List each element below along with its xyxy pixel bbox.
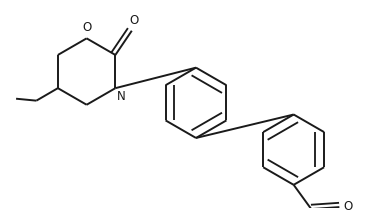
Text: O: O [129,14,138,27]
Text: O: O [343,200,352,213]
Text: O: O [82,22,91,35]
Text: N: N [117,90,126,103]
